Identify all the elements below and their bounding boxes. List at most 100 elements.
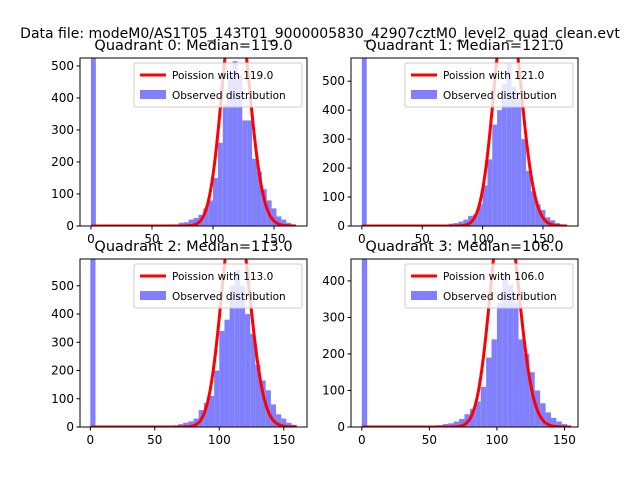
histogram-bar — [502, 273, 508, 427]
histogram-bar — [453, 421, 460, 427]
legend: Poission with 113.0 Observed distribution — [133, 263, 303, 309]
legend-label-poisson: Poission with 119.0 — [172, 70, 273, 82]
histogram-bar — [480, 386, 487, 427]
y-tick-label: 0 — [337, 420, 345, 434]
histogram-bar — [219, 331, 225, 427]
subplot-quadrant-0: 0 50 100 150 0 100 200 300 400 500 Quadrant 0: Med… — [51, 38, 308, 246]
histogram-bar — [222, 104, 228, 226]
histogram-bar — [255, 364, 261, 427]
legend: Poission with 119.0 Observed distribution — [133, 62, 303, 108]
histogram-bar — [229, 285, 235, 427]
histogram-bar — [183, 222, 189, 226]
x-tick-label: 50 — [422, 433, 437, 447]
histogram-bar — [523, 353, 530, 427]
histogram-bar — [550, 220, 556, 226]
histogram-bar — [217, 142, 223, 226]
histogram-bar — [90, 58, 96, 226]
y-tick-label: 300 — [322, 132, 345, 146]
subplot-title: Quadrant 0: Median=119.0 — [94, 38, 292, 54]
histogram-bar — [276, 216, 282, 226]
x-tick-label: 0 — [358, 232, 366, 246]
histogram-bar — [482, 185, 488, 226]
histogram-bar — [227, 75, 233, 226]
y-tick-label: 300 — [51, 335, 74, 349]
histogram-bar — [183, 422, 189, 427]
y-tick-label: 400 — [51, 307, 74, 321]
histogram-bar — [491, 339, 497, 427]
y-tick-label: 200 — [322, 347, 345, 361]
x-tick-label: 50 — [144, 232, 159, 246]
legend-label-poisson: Poission with 113.0 — [172, 271, 273, 283]
histogram-bar — [90, 259, 96, 427]
legend-frame — [133, 62, 303, 108]
poisson-curve — [361, 259, 572, 427]
histogram-bar — [213, 178, 218, 226]
histogram-bar — [526, 170, 531, 226]
legend: Poission with 121.0 Observed distribution — [404, 62, 574, 108]
axes-frame — [350, 258, 579, 428]
x-tick-label: 100 — [208, 433, 231, 447]
histogram-bar — [475, 401, 481, 427]
y-tick-label: 500 — [51, 59, 74, 73]
histogram-bar — [529, 372, 535, 427]
y-tick-label: 500 — [51, 279, 74, 293]
x-tick-label: 0 — [358, 433, 366, 447]
histogram-bar — [247, 120, 253, 226]
histogram-bar — [239, 285, 246, 427]
histogram-bar — [188, 421, 194, 427]
histogram-bar — [286, 422, 292, 427]
plot-area — [90, 58, 297, 226]
poisson-curve — [90, 58, 297, 226]
histogram-bar — [361, 58, 367, 226]
legend-label-observed: Observed distribution — [172, 90, 286, 102]
histogram-bar — [458, 221, 464, 226]
legend-label-observed: Observed distribution — [172, 291, 286, 303]
histogram-bar — [281, 219, 287, 226]
histogram-bar — [193, 218, 199, 226]
legend-bar-swatch — [140, 291, 166, 300]
histogram-bar — [361, 259, 368, 427]
axes-frame — [79, 57, 308, 227]
histogram-bar — [535, 204, 541, 226]
histogram-bar — [496, 302, 503, 427]
histogram-bar — [477, 204, 483, 226]
histogram-bar — [208, 395, 215, 427]
histogram-bar — [237, 75, 243, 226]
histogram-bar — [487, 159, 493, 226]
x-tick-label: 100 — [202, 232, 225, 246]
y-tick-label: 100 — [51, 187, 74, 201]
y-tick-label: 0 — [337, 219, 345, 233]
plot-area — [361, 58, 568, 226]
y-tick-label: 0 — [66, 420, 74, 434]
subplot-title: Quadrant 1: Median=121.0 — [365, 38, 563, 54]
legend-frame — [404, 62, 574, 108]
axes-frame — [79, 258, 308, 428]
histogram-bar — [276, 414, 282, 427]
histogram-bar — [193, 418, 199, 427]
histogram-bar — [242, 120, 248, 226]
y-tick-label: 0 — [66, 219, 74, 233]
x-tick-label: 100 — [485, 433, 508, 447]
histogram-bar — [208, 200, 214, 226]
histogram-bar — [245, 314, 251, 427]
legend: Poission with 106.0 Observed distribution — [404, 263, 574, 309]
histogram-bar — [203, 403, 209, 427]
histogram-bar — [556, 421, 562, 427]
x-tick-label: 150 — [532, 232, 555, 246]
histogram-bar — [260, 380, 266, 427]
x-tick-label: 0 — [86, 433, 94, 447]
histogram-bar — [521, 139, 527, 226]
subplot-quadrant-2: 0 50 100 150 0 100 200 300 400 500 Quadrant 2: Med… — [51, 239, 308, 447]
plot-area — [90, 259, 297, 427]
histogram-bar — [545, 412, 551, 427]
subplot-title: Quadrant 3: Median=106.0 — [365, 239, 563, 255]
histogram-bar — [459, 418, 465, 427]
y-tick-label: 400 — [51, 91, 74, 105]
legend-bar-swatch — [411, 291, 437, 300]
histogram-bar — [232, 61, 238, 226]
y-tick-label: 400 — [322, 103, 345, 117]
poisson-curve — [90, 259, 297, 427]
y-tick-label: 100 — [322, 190, 345, 204]
histogram-bar — [281, 418, 287, 427]
subplot-title: Quadrant 2: Median=113.0 — [94, 239, 292, 255]
